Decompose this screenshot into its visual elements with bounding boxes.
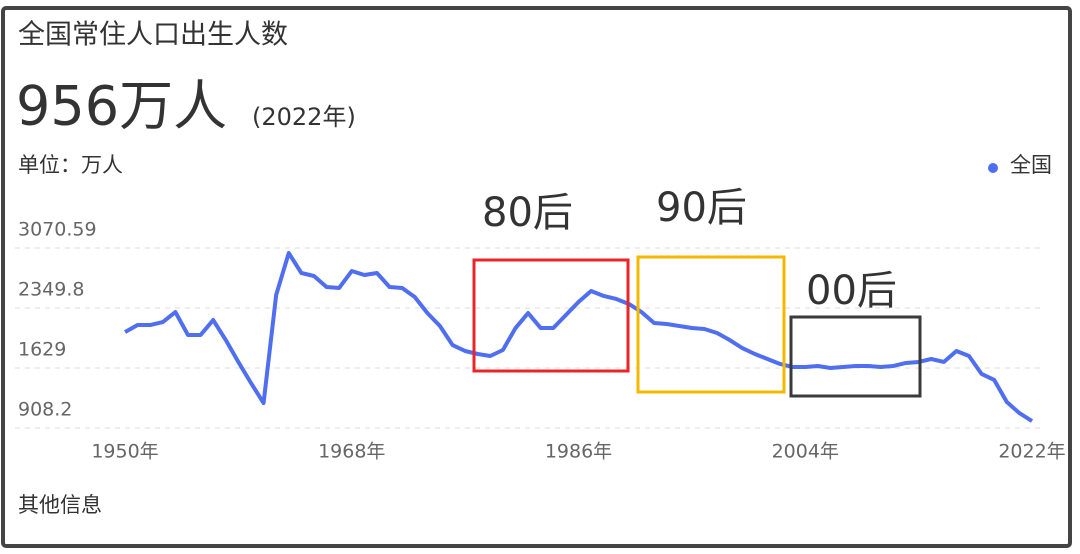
footer: 其他信息 [18,493,102,517]
annotation-box [789,315,922,398]
y-tick-label: 2349.8 [18,279,84,301]
unit-label: 单位：万人 [18,153,123,177]
headline-note: (2022年) [252,103,356,131]
annotation-text: 90后 [656,185,747,231]
annotation-box [636,255,786,394]
x-tick-label: 1968年 [318,441,385,463]
x-tick-label: 2004年 [772,441,839,463]
legend-marker [988,163,998,173]
y-tick-label: 1629 [18,339,66,361]
legend-label: 全国 [1010,153,1052,177]
x-tick-label: 1986年 [545,441,612,463]
x-tick-label: 2022年 [998,441,1065,463]
chart-title: 全国常住人口出生人数 [18,20,288,51]
y-tick-label: 3070.59 [18,219,97,241]
annotation-box [472,258,630,373]
x-tick-label: 1950年 [91,441,158,463]
data-line [124,251,1034,423]
frame [1,6,1072,548]
headline: 956万人 [16,75,227,138]
annotation-text: 00后 [806,268,897,314]
annotation-text: 80后 [482,190,573,236]
y-tick-label: 908.2 [18,399,72,421]
